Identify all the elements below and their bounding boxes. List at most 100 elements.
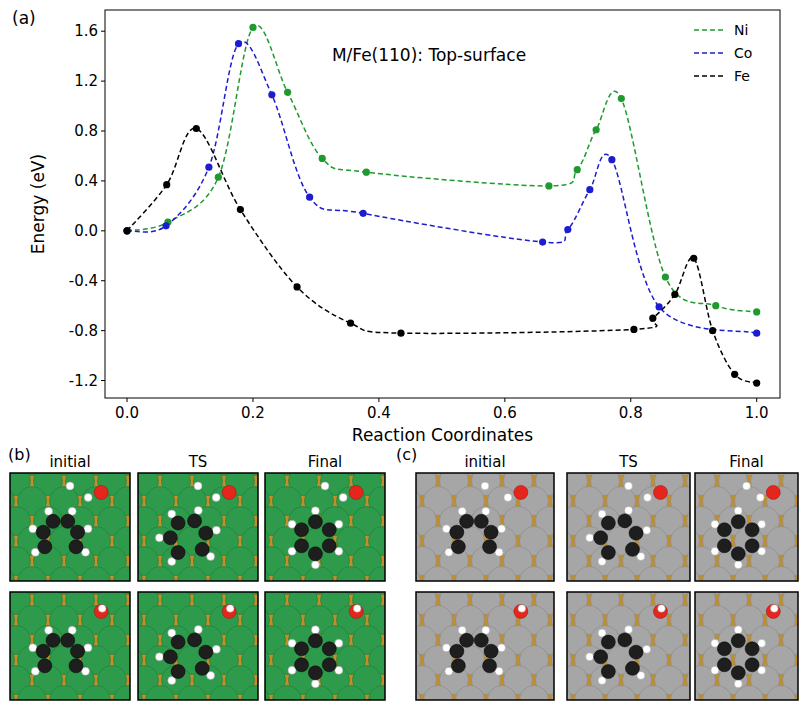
hydrogen-atom [194, 482, 202, 490]
carbon-atom [451, 540, 465, 554]
y-tick [101, 230, 105, 231]
y-tick-label: -1.2 [69, 372, 98, 390]
hydrogen-atom [29, 525, 37, 533]
series-line [127, 128, 757, 383]
x-tick [378, 398, 379, 402]
y-tick-label: 1.6 [74, 22, 98, 40]
data-point [753, 308, 760, 315]
y-tick-label: 0.0 [74, 222, 98, 240]
series-line [127, 41, 757, 333]
hydrogen-atom [194, 507, 202, 515]
surface-atom [639, 686, 668, 701]
data-point [753, 379, 760, 386]
structure-panel [265, 473, 385, 581]
hydrogen-atom [770, 605, 778, 613]
hydrogen-atom [586, 653, 594, 661]
hydrogen-atom [311, 626, 319, 634]
surface-atom [114, 567, 131, 582]
carbon-atom [322, 539, 336, 553]
carbon-atom [745, 539, 759, 553]
column-head: Final [729, 453, 764, 471]
structure-panel [416, 473, 554, 581]
carbon-atom [484, 644, 498, 658]
hydrogen-atom [311, 561, 319, 569]
panel-frame [10, 592, 130, 700]
carbon-atom [163, 650, 177, 664]
hydrogen-atom [442, 525, 450, 533]
data-point [237, 206, 244, 213]
oxygen-atom [222, 485, 236, 499]
panel-frame [138, 592, 258, 700]
surface-atom [114, 686, 131, 701]
oxygen-atom [766, 485, 780, 499]
y-axis-title: Energy (eV) [28, 154, 48, 254]
surface-atom [424, 567, 453, 582]
hydrogen-atom [481, 482, 489, 490]
carbon-atom [618, 514, 632, 528]
data-point [363, 169, 370, 176]
carbon-atom [295, 539, 309, 553]
panel-label: (a) [12, 8, 36, 28]
data-point [306, 194, 313, 201]
surface-atom [767, 567, 796, 582]
hydrogen-atom [45, 626, 53, 634]
hydrogen-atom [442, 644, 450, 652]
carbon-atom [745, 658, 759, 672]
hydrogen-atom [68, 507, 76, 515]
hydrogen-atom [155, 653, 163, 661]
surface-atom [369, 567, 386, 582]
panel-frame [138, 473, 258, 581]
surface-atom [671, 567, 691, 582]
data-point [586, 186, 593, 193]
carbon-atom [731, 515, 745, 529]
carbon-atom [731, 547, 745, 561]
x-tick [630, 398, 631, 402]
panel-frame [567, 592, 690, 700]
data-point [123, 227, 130, 234]
carbon-atom [195, 542, 209, 556]
data-point [574, 166, 581, 173]
column-head: Final [308, 453, 343, 471]
plot-frame [105, 10, 780, 398]
legend-label: Fe [734, 68, 750, 84]
carbon-atom [450, 525, 464, 539]
carbon-atom [625, 661, 639, 675]
hydrogen-atom [45, 507, 53, 515]
carbon-atom [308, 515, 322, 529]
carbon-atom [71, 525, 85, 539]
panel-frame [416, 592, 554, 700]
hydrogen-atom [734, 507, 742, 515]
surface-atom [273, 567, 302, 582]
surface-atom [305, 686, 334, 701]
surface-atom [703, 686, 732, 701]
data-point [293, 283, 300, 290]
carbon-atom [308, 666, 322, 680]
carbon-atom [484, 525, 498, 539]
surface-atom [456, 567, 485, 582]
y-tick [101, 180, 105, 181]
carbon-atom [745, 523, 759, 537]
surface-ground [416, 473, 554, 581]
hydrogen-atom [498, 644, 506, 652]
y-tick-label: 0.8 [74, 122, 98, 140]
carbon-atom [717, 642, 731, 656]
carbon-atom [601, 546, 615, 560]
surface-atom [82, 567, 111, 582]
hydrogen-atom [194, 626, 202, 634]
hydrogen-atom [155, 534, 163, 542]
x-tick-label: 0.8 [619, 404, 643, 422]
data-point [649, 315, 656, 322]
hydrogen-atom [458, 507, 466, 515]
carbon-atom [163, 531, 177, 545]
data-point [163, 181, 170, 188]
column-head: initial [464, 453, 505, 471]
x-axis-title: Reaction Coordinates [352, 425, 533, 445]
panel-frame [567, 473, 690, 581]
carbon-atom [717, 539, 731, 553]
data-point [347, 320, 354, 327]
carbon-atom [308, 634, 322, 648]
surface-atom [639, 567, 668, 582]
surface-atom [607, 686, 636, 701]
hydrogen-atom [643, 493, 651, 501]
hydrogen-atom [212, 493, 220, 501]
